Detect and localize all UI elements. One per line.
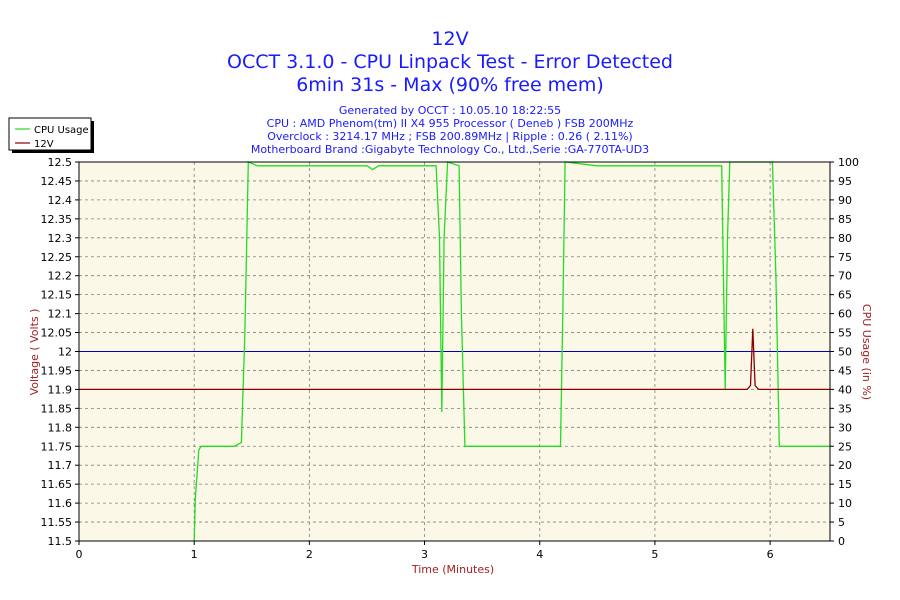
y-right-tick-label: 90 (838, 194, 852, 207)
y-left-tick-label: 11.65 (41, 478, 73, 491)
chart-title: 12V (431, 28, 468, 50)
y-left-tick-label: 12.5 (48, 156, 73, 169)
series-layer (79, 161, 830, 542)
legend-label-cpu-usage: CPU Usage (34, 125, 89, 136)
y-axis-left-ticks: 11.5 11.55 11.6 11.65 11.7 11.75 11.8 11.85 11.9… (41, 156, 79, 548)
y-right-tick-label: 95 (838, 175, 852, 188)
y-left-tick-label: 12.35 (41, 213, 73, 226)
y-axis-right-ticks: 0 5 10 15 20 25 30 35 40 45 50 55 60 65 70 75 80 85 90 95 10… (830, 156, 859, 548)
x-tick-label: 5 (651, 548, 658, 561)
y-left-tick-label: 12.4 (48, 194, 73, 207)
chart-subtitle-2: 6min 31s - Max (90% free mem) (296, 74, 604, 96)
x-tick-label: 6 (767, 548, 774, 561)
x-axis-ticks: 0 1 2 3 4 5 6 (76, 541, 774, 561)
y-left-tick-label: 12.05 (41, 327, 73, 340)
x-axis-label: Time (Minutes) (411, 563, 494, 576)
x-tick-label: 1 (191, 548, 198, 561)
info-generated: Generated by OCCT : 10.05.10 18:22:55 (339, 104, 561, 117)
legend: CPU Usage 12V (8, 117, 94, 153)
x-tick-label: 0 (76, 548, 83, 561)
series-line-cpu-usage (193, 161, 830, 542)
y-left-tick-label: 12.2 (48, 270, 73, 283)
x-tick-label: 4 (536, 548, 543, 561)
y-right-tick-label: 50 (838, 346, 852, 359)
y-left-tick-label: 11.95 (41, 364, 73, 377)
y-left-tick-label: 12.45 (41, 175, 73, 188)
legend-label-12v: 12V (34, 139, 54, 150)
y-left-tick-label: 11.55 (41, 516, 73, 529)
y-right-tick-label: 35 (838, 402, 852, 415)
y-right-tick-label: 55 (838, 327, 852, 340)
x-tick-label: 2 (306, 548, 313, 561)
x-tick-label: 3 (421, 548, 428, 561)
y-right-tick-label: 45 (838, 364, 852, 377)
y-left-tick-label: 11.8 (48, 421, 73, 434)
y-left-tick-label: 12.3 (48, 232, 73, 245)
y-right-tick-label: 5 (838, 516, 845, 529)
legend-box (8, 117, 92, 151)
info-overclock: Overclock : 3214.17 MHz ; FSB 200.89MHz … (267, 130, 632, 143)
y-right-tick-label: 70 (838, 270, 852, 283)
y-left-tick-label: 11.5 (48, 535, 73, 548)
y-right-tick-label: 15 (838, 478, 852, 491)
y-axis-right-label: CPU Usage (in %) (860, 304, 873, 400)
y-right-tick-label: 10 (838, 497, 852, 510)
info-motherboard: Motherboard Brand :Gigabyte Technology C… (251, 143, 649, 156)
y-right-tick-label: 30 (838, 421, 852, 434)
y-left-tick-label: 11.7 (48, 459, 73, 472)
y-left-tick-label: 12.15 (41, 289, 73, 302)
y-left-tick-label: 12 (58, 346, 72, 359)
series-line-12v (79, 328, 830, 391)
y-right-tick-label: 0 (838, 535, 845, 548)
y-left-tick-label: 11.9 (48, 383, 73, 396)
y-right-tick-label: 100 (838, 156, 859, 169)
y-right-tick-label: 85 (838, 213, 852, 226)
y-right-tick-label: 20 (838, 459, 852, 472)
y-right-tick-label: 80 (838, 232, 852, 245)
y-left-tick-label: 11.85 (41, 402, 73, 415)
y-left-tick-label: 11.6 (48, 497, 73, 510)
y-left-tick-label: 11.75 (41, 440, 73, 453)
y-right-tick-label: 65 (838, 289, 852, 302)
y-axis-left-label: Voltage ( Volts ) (28, 309, 41, 396)
y-right-tick-label: 40 (838, 383, 852, 396)
y-right-tick-label: 25 (838, 440, 852, 453)
info-cpu: CPU : AMD Phenom(tm) II X4 955 Processor… (267, 117, 634, 130)
y-right-tick-label: 75 (838, 251, 852, 264)
chart-subtitle-1: OCCT 3.1.0 - CPU Linpack Test - Error De… (227, 51, 673, 73)
y-right-tick-label: 60 (838, 308, 852, 321)
y-left-tick-label: 12.1 (48, 308, 73, 321)
y-left-tick-label: 12.25 (41, 251, 73, 264)
